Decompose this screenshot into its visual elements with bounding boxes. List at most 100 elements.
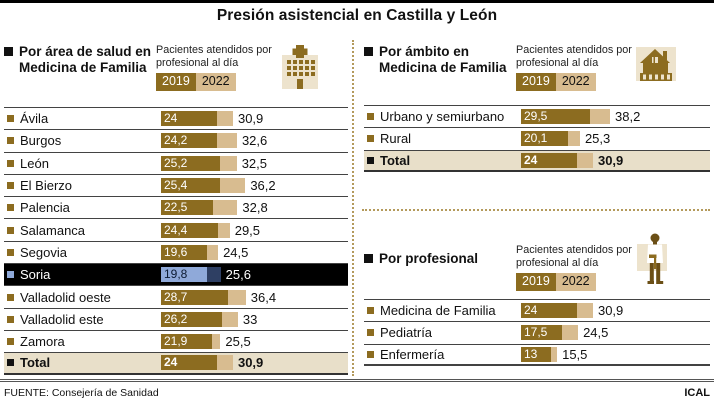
- bar-2019: 29,5: [521, 109, 590, 125]
- section-title-block: Por profesional: [364, 232, 516, 295]
- row-bullet-icon: [367, 113, 374, 121]
- legend-label: Pacientes atendidos por profesional al d…: [516, 244, 632, 269]
- agency-credit: ICAL: [684, 387, 710, 399]
- section-title: Por área de salud en Medicina de Familia: [19, 44, 152, 76]
- row-label: Valladolid oeste: [20, 289, 111, 305]
- section-divider: [362, 209, 710, 211]
- column-divider: [352, 40, 354, 376]
- row-label: Total: [20, 355, 51, 371]
- value-2022: 29,5: [234, 222, 261, 238]
- table-row: Pediatría 17,5 24,5: [364, 321, 710, 343]
- bar-2022: [206, 244, 219, 260]
- source-credit: FUENTE: Consejería de Sanidad: [4, 387, 159, 399]
- row-bullet-icon: [367, 135, 374, 143]
- table-row: Palencia 22,5 32,8: [4, 196, 348, 218]
- table-row: El Bierzo 25,4 36,2: [4, 173, 348, 196]
- row-label: Valladolid este: [20, 311, 104, 327]
- value-2022: 33: [242, 311, 258, 327]
- page-title: Presión asistencial en Castilla y León: [216, 7, 498, 24]
- table-row: Enfermería 13 15,5: [364, 343, 710, 366]
- bar-2022: [576, 303, 593, 319]
- legend-chip-2019: 2019: [516, 273, 556, 292]
- table-row: Total 24 30,9: [4, 352, 348, 375]
- bar-group: 26,2 33: [161, 311, 258, 327]
- legend-chip-2022: 2022: [555, 273, 596, 292]
- value-2022: 15,5: [562, 346, 588, 362]
- bar-2019: 24,2: [161, 133, 218, 149]
- section-header: Por ámbito en Medicina de Familia Pacien…: [364, 44, 710, 105]
- bar-table: Ávila 24 30,9 Burgos 24,2 32,6 León 25,2 32,5 El …: [4, 107, 348, 375]
- legend-label: Pacientes atendidos por profesional al d…: [516, 44, 632, 69]
- bar-2019: 25,4: [161, 178, 221, 194]
- bar-2019: 19,6: [161, 244, 207, 260]
- legend: Pacientes atendidos por profesional al d…: [156, 44, 276, 107]
- row-label: Ávila: [20, 111, 49, 127]
- bullet-icon: [4, 47, 13, 56]
- bar-2019: 24: [161, 355, 217, 371]
- row-label: Urbano y semiurbano: [380, 109, 505, 125]
- bar-group: 24,4 29,5: [161, 222, 261, 238]
- bar-2022: [222, 311, 238, 327]
- table-row: Medicina de Familia 24 30,9: [364, 299, 710, 321]
- bar-2019: 17,5: [521, 325, 562, 341]
- bar-group: 24 30,9: [521, 152, 623, 168]
- top-rule: [0, 0, 714, 3]
- section-title: Por ámbito en Medicina de Familia: [379, 44, 507, 76]
- row-label: Segovia: [20, 244, 67, 260]
- table-row: Rural 20,1 25,3: [364, 127, 710, 149]
- table-row: Urbano y semiurbano 29,5 38,2: [364, 105, 710, 127]
- value-2022: 25,6: [225, 267, 251, 283]
- footer-rule: [0, 379, 714, 382]
- footer: FUENTE: Consejería de Sanidad ICAL: [4, 387, 710, 399]
- table-row: Valladolid este 26,2 33: [4, 307, 348, 330]
- bar-2022: [551, 346, 558, 362]
- legend-years: 2019 2022: [516, 273, 636, 292]
- bar-group: 21,9 25,5: [161, 334, 251, 350]
- row-bullet-icon: [7, 115, 14, 123]
- value-2022: 32,6: [241, 133, 268, 149]
- row-label: Pediatría: [380, 325, 433, 341]
- legend: Pacientes atendidos por profesional al d…: [516, 44, 636, 105]
- bar-2019: 13: [521, 346, 552, 362]
- bar-group: 17,5 24,5: [521, 325, 609, 341]
- bar-2022: [220, 178, 246, 194]
- bar-2019: 22,5: [161, 200, 214, 216]
- table-row: Ávila 24 30,9: [4, 107, 348, 129]
- bullet-icon: [364, 254, 373, 263]
- legend-years: 2019 2022: [156, 73, 276, 92]
- bar-2019: 25,2: [161, 155, 220, 171]
- bar-table: Medicina de Familia 24 30,9 Pediatría 17,5 24…: [364, 299, 710, 366]
- value-2022: 36,4: [250, 289, 277, 305]
- section-health-areas: Por área de salud en Medicina de Familia…: [4, 44, 348, 375]
- row-bullet-icon: [367, 307, 374, 315]
- bar-group: 13 15,5: [521, 346, 588, 362]
- bar-2019: 28,7: [161, 289, 228, 305]
- bar-group: 22,5 32,8: [161, 200, 268, 216]
- bar-2022: [227, 289, 246, 305]
- row-label: Total: [380, 152, 411, 168]
- bar-2019: 20,1: [521, 131, 568, 147]
- bar-2019: 24,4: [161, 222, 218, 238]
- bar-group: 24 30,9: [161, 111, 263, 127]
- row-bullet-icon: [7, 338, 14, 346]
- legend-years: 2019 2022: [516, 73, 636, 92]
- legend-chip-2022: 2022: [555, 73, 596, 92]
- row-bullet-icon: [7, 271, 14, 279]
- bar-2022: [213, 200, 238, 216]
- bar-group: 19,8 25,6: [161, 267, 251, 283]
- bar-2022: [576, 152, 593, 168]
- legend-chip-2019: 2019: [156, 73, 196, 92]
- bar-2019: 24: [521, 152, 577, 168]
- bar-group: 24,2 32,6: [161, 133, 268, 149]
- value-2022: 24,5: [223, 244, 249, 260]
- table-row: Soria 19,8 25,6: [4, 263, 348, 286]
- value-2022: 30,9: [597, 303, 624, 319]
- value-2022: 25,5: [225, 334, 251, 350]
- bar-2019: 21,9: [161, 334, 213, 350]
- row-bullet-icon: [7, 182, 14, 190]
- value-2022: 24,5: [583, 325, 609, 341]
- row-label: Burgos: [20, 133, 62, 149]
- row-label: Palencia: [20, 200, 70, 216]
- legend-chip-2022: 2022: [195, 73, 236, 92]
